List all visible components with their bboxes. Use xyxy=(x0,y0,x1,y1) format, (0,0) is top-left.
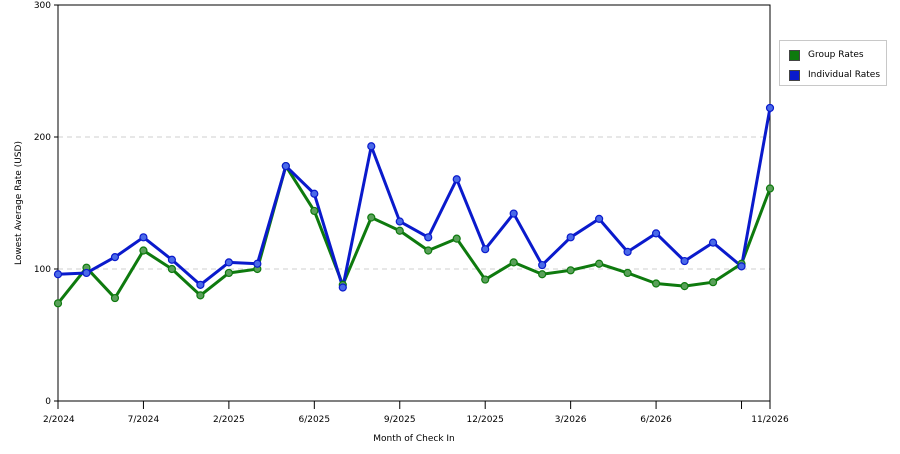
data-point xyxy=(310,189,319,198)
data-point xyxy=(110,293,120,303)
data-point xyxy=(367,142,376,151)
data-point xyxy=(651,229,661,238)
data-point xyxy=(481,245,490,254)
data-point xyxy=(196,280,205,289)
data-point xyxy=(595,214,604,223)
legend-label-individual-rates: Individual Rates xyxy=(808,70,881,80)
data-point xyxy=(53,270,63,279)
axes: 0 100 200 300 2/2024 7/2024 2/2025 6/2025 9/2025… xyxy=(34,1,789,425)
data-point xyxy=(680,256,689,266)
data-point xyxy=(82,268,91,278)
data-point xyxy=(424,246,433,255)
data-point xyxy=(566,266,575,275)
legend-item-individual-rates: Individual Rates xyxy=(789,68,880,82)
x-axis-title: Month of Check In xyxy=(373,434,455,444)
data-point xyxy=(224,258,233,267)
x-tick-label: 12/2025 xyxy=(467,415,504,425)
data-point xyxy=(196,291,205,300)
data-point xyxy=(310,206,319,216)
data-point xyxy=(53,299,63,308)
data-point xyxy=(623,247,632,256)
data-point xyxy=(680,282,689,291)
data-point xyxy=(338,283,347,292)
x-tick-label: 11/2026 xyxy=(751,415,789,425)
data-point xyxy=(538,270,547,279)
data-point xyxy=(595,259,604,268)
data-point xyxy=(224,268,233,278)
series-line-1 xyxy=(57,107,772,289)
legend-label-group-rates: Group Rates xyxy=(808,50,864,60)
y-axis-title: Lowest Average Rate (USD) xyxy=(14,141,24,265)
legend-item-group-rates: Group Rates xyxy=(789,48,864,62)
data-point xyxy=(481,275,490,284)
series xyxy=(53,103,775,308)
x-tick-label: 2/2025 xyxy=(213,415,245,425)
data-point xyxy=(623,268,632,278)
data-point xyxy=(452,175,461,184)
data-point xyxy=(395,217,404,226)
data-point xyxy=(452,234,461,243)
data-point xyxy=(708,238,718,247)
grid xyxy=(58,136,770,270)
data-point xyxy=(167,264,177,274)
legend-swatch-individual-rates xyxy=(789,69,800,81)
data-point xyxy=(253,259,262,268)
data-point xyxy=(110,253,120,262)
x-tick-label: 7/2024 xyxy=(128,415,160,425)
data-point xyxy=(167,255,177,264)
series-line-0 xyxy=(56,164,772,305)
data-point xyxy=(139,233,148,242)
data-point xyxy=(566,233,575,242)
data-point xyxy=(708,278,718,287)
legend-swatch-group-rates xyxy=(789,49,800,61)
data-point xyxy=(395,226,404,235)
x-tick-label: 2/2024 xyxy=(43,415,75,425)
data-point xyxy=(538,260,547,270)
data-point xyxy=(281,161,290,171)
data-point xyxy=(139,246,148,255)
legend: Group Rates Individual Rates xyxy=(779,40,887,86)
y-tick-label: 300 xyxy=(34,1,51,11)
x-tick-label: 9/2025 xyxy=(384,415,416,425)
data-point xyxy=(509,258,518,267)
data-point xyxy=(737,262,746,271)
x-tick-label: 6/2026 xyxy=(640,415,672,425)
data-point xyxy=(651,279,661,288)
data-point xyxy=(765,184,775,193)
data-point xyxy=(367,213,376,222)
data-point xyxy=(765,103,775,113)
x-tick-label: 6/2025 xyxy=(298,415,330,425)
data-point xyxy=(509,209,518,218)
y-tick-label: 200 xyxy=(34,133,51,143)
y-tick-label: 100 xyxy=(34,265,51,275)
x-tick-label: 3/2026 xyxy=(555,415,587,425)
y-tick-label: 0 xyxy=(45,397,51,407)
plot-frame xyxy=(57,4,771,402)
data-point xyxy=(424,233,433,242)
